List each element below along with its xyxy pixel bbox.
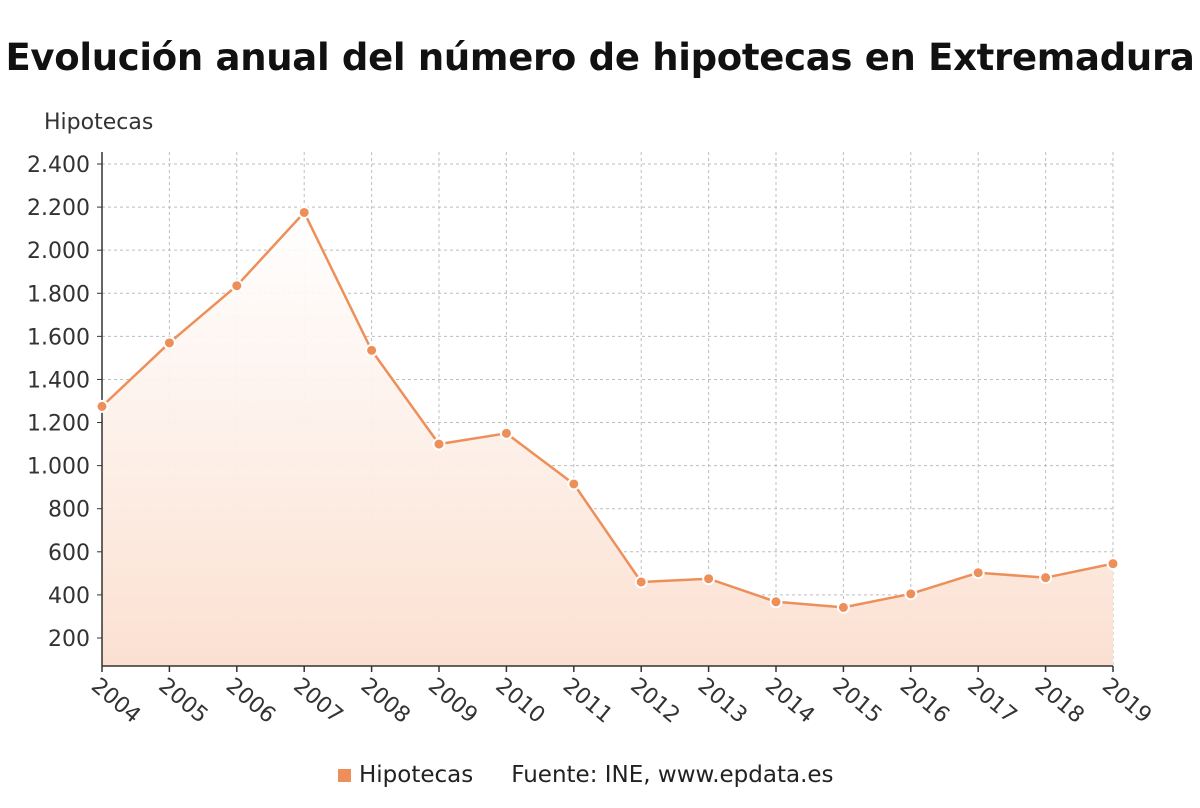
- data-point: [162, 336, 176, 350]
- y-tick-label: 2.200: [27, 196, 90, 221]
- data-point: [634, 575, 648, 589]
- x-tick-label: 2009: [423, 673, 482, 728]
- data-point: [702, 572, 716, 586]
- data-point: [432, 437, 446, 451]
- y-tick-label: 400: [48, 584, 90, 609]
- data-point: [1039, 571, 1053, 585]
- y-tick-label: 600: [48, 541, 90, 566]
- data-point: [904, 587, 918, 601]
- x-tick-label: 2012: [625, 673, 684, 728]
- y-tick-label: 800: [48, 498, 90, 523]
- x-tick-label: 2018: [1030, 673, 1089, 728]
- x-tick-label: 2014: [760, 673, 819, 728]
- y-tick-label: 2.000: [27, 239, 90, 264]
- x-tick-label: 2005: [154, 673, 213, 728]
- y-tick-label: 2.400: [27, 153, 90, 178]
- source-note: Fuente: INE, www.epdata.es: [511, 762, 834, 788]
- y-tick-label: 1.400: [27, 368, 90, 393]
- y-tick-label: 1.600: [27, 325, 90, 350]
- data-point: [836, 600, 850, 614]
- x-tick-label: 2019: [1097, 673, 1156, 728]
- chart-legend: Hipotecas Fuente: INE, www.epdata.es: [338, 762, 834, 788]
- y-tick-label: 200: [48, 627, 90, 652]
- data-point: [365, 343, 379, 357]
- legend-swatch: [338, 768, 351, 782]
- x-tick-label: 2008: [356, 673, 415, 728]
- y-tick-label: 1.800: [27, 282, 90, 307]
- data-point: [499, 426, 513, 440]
- x-tick-label: 2004: [86, 673, 145, 728]
- y-axis-label: Hipotecas: [44, 110, 154, 135]
- y-tick-label: 1.200: [27, 412, 90, 437]
- data-point: [95, 399, 109, 413]
- data-point: [971, 566, 985, 580]
- x-tick-label: 2010: [491, 673, 550, 728]
- data-point: [567, 477, 581, 491]
- data-point: [230, 279, 244, 293]
- series-line: [101, 211, 1114, 609]
- x-tick-label: 2015: [828, 673, 887, 728]
- series-area-fill: [102, 212, 1113, 667]
- chart-title: Evolución anual del número de hipotecas …: [5, 36, 1195, 79]
- x-tick-label: 2006: [221, 673, 280, 728]
- data-point: [297, 205, 311, 219]
- y-tick-label: 1.000: [27, 455, 90, 480]
- data-point: [1106, 557, 1120, 571]
- x-tick-label: 2007: [288, 673, 347, 728]
- x-tick-label: 2016: [895, 673, 954, 728]
- x-tick-label: 2011: [558, 673, 617, 728]
- x-tick-label: 2017: [962, 673, 1021, 728]
- x-tick-label: 2013: [693, 673, 752, 728]
- legend-label: Hipotecas: [359, 762, 474, 788]
- data-point: [769, 595, 783, 609]
